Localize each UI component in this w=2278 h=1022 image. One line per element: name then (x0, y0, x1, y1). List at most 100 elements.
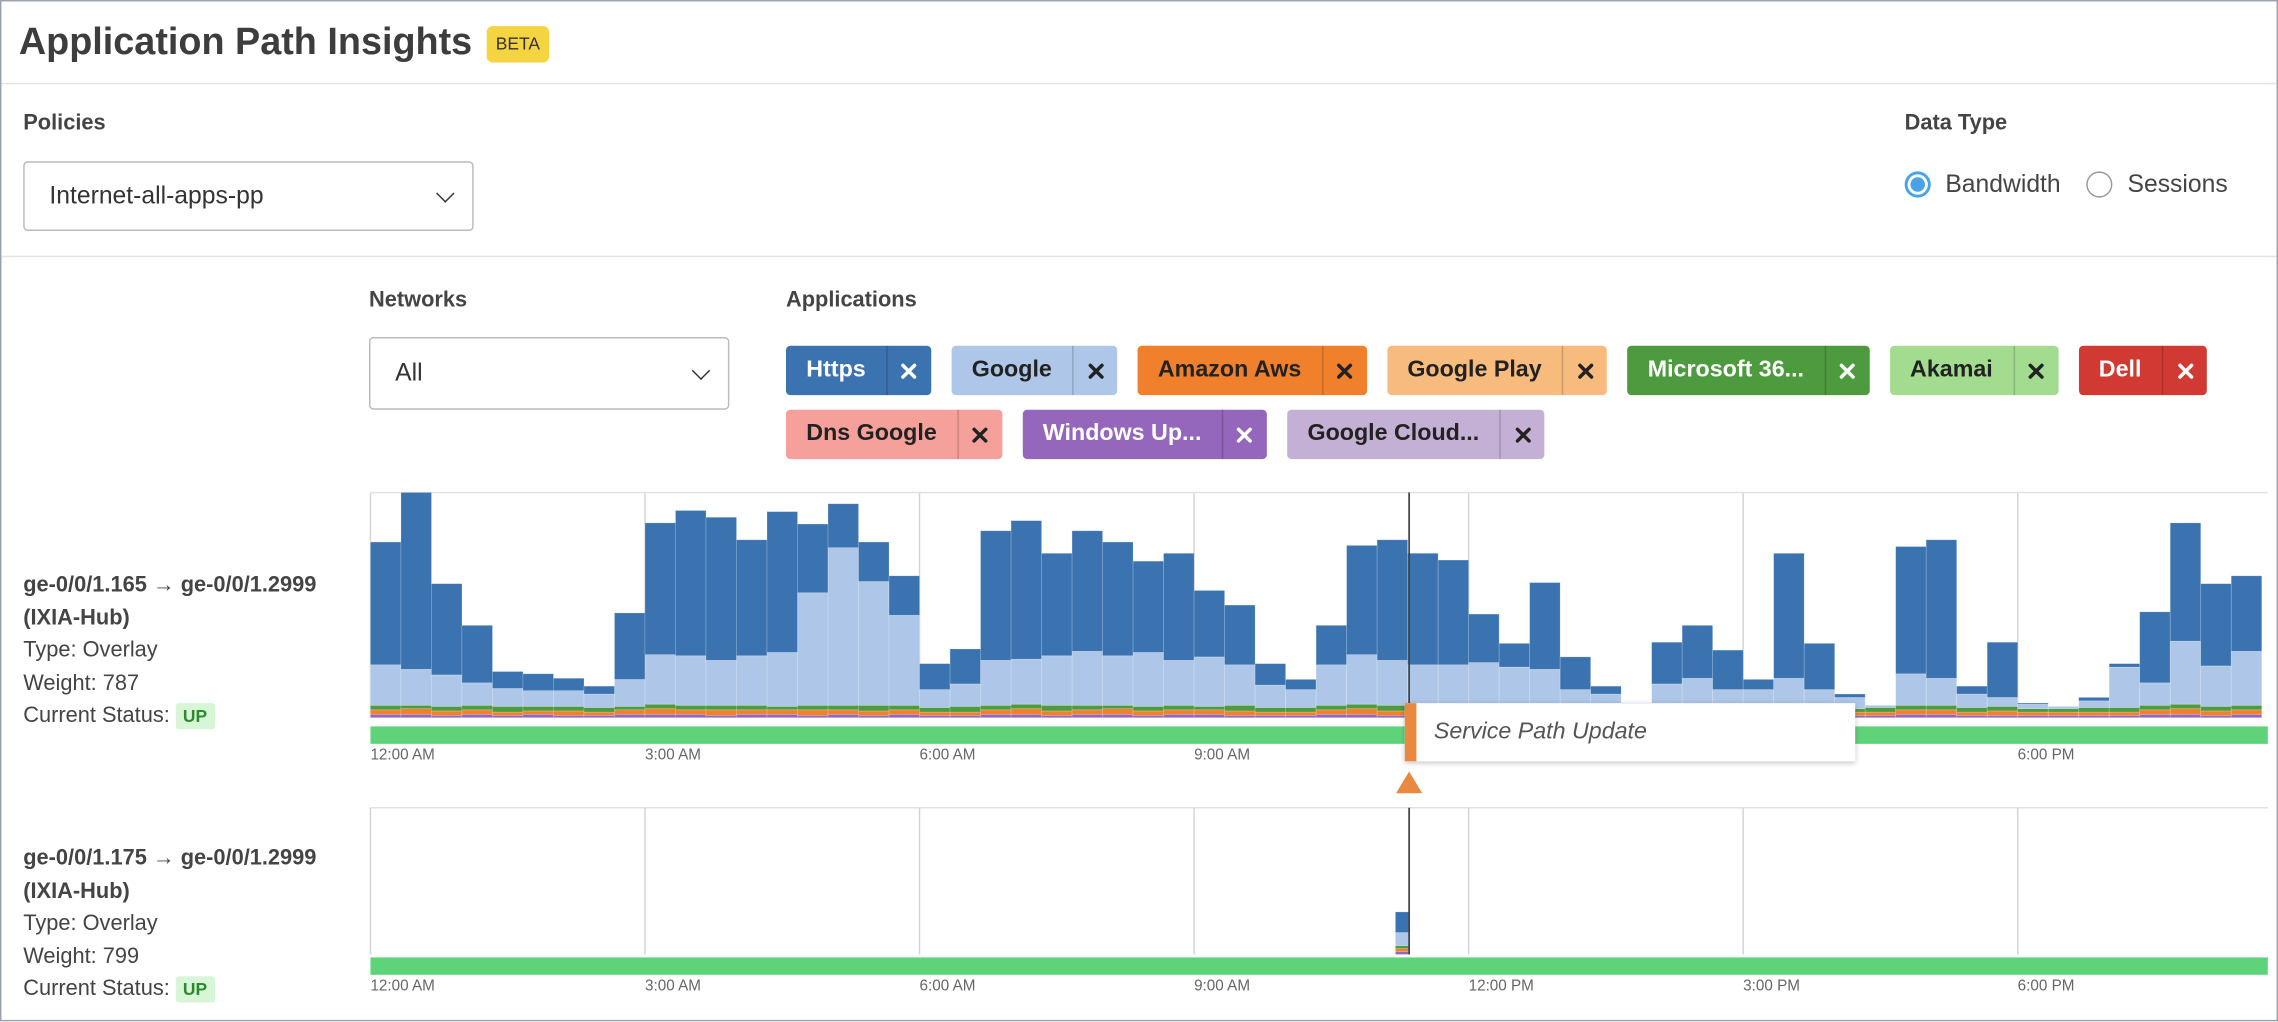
bar-segment (797, 709, 829, 716)
x-icon (1577, 362, 1593, 379)
remove-icon (901, 362, 917, 379)
bar-segment (1254, 711, 1286, 716)
bar-segment (980, 659, 1012, 706)
data-type-label: Data Type (1904, 110, 2008, 136)
bar-segment (400, 492, 432, 670)
chip-remove[interactable] (1072, 345, 1117, 396)
x-tick-label: 12:00 AM (370, 977, 434, 994)
application-chip[interactable]: Akamai (1889, 345, 2059, 396)
bar-segment (2169, 522, 2202, 642)
chip-label: Akamai (1910, 357, 1993, 383)
bar-segment (644, 654, 676, 705)
bar-segment (2169, 640, 2202, 705)
x-icon (1840, 362, 1856, 379)
bar-segment (1395, 945, 1410, 949)
bar-segment (736, 709, 768, 715)
chip-remove[interactable] (2013, 345, 2058, 396)
chip-remove[interactable] (886, 345, 931, 396)
bar-segment (1895, 546, 1927, 675)
bar-segment (1803, 643, 1836, 690)
bar-segment (827, 503, 859, 549)
bar-segment (1315, 664, 1347, 706)
path-weight: Weight: 799 (23, 943, 140, 969)
bar-segment (980, 530, 1012, 661)
remove-icon (2177, 362, 2193, 379)
tooltip-box (1404, 703, 1856, 762)
x-tick-label: 3:00 PM (1743, 977, 1800, 994)
bar-segment (980, 709, 1012, 715)
bar-segment (1102, 713, 1134, 719)
policies-select[interactable]: Internet-all-apps-pp (23, 161, 474, 231)
bar-segment (1102, 541, 1134, 657)
bar-segment (919, 711, 951, 716)
radio-button[interactable] (1904, 171, 1931, 198)
chip-remove[interactable] (1499, 409, 1545, 460)
bar-segment (675, 655, 707, 706)
bar-segment (370, 541, 402, 666)
bar-segment (1346, 545, 1378, 655)
application-chip[interactable]: Https (785, 345, 932, 396)
bar-segment (736, 713, 768, 719)
bar-segment (1986, 710, 2019, 716)
bar-segment (1407, 664, 1439, 706)
bar-segment (2169, 703, 2202, 710)
chip-remove[interactable] (2161, 345, 2207, 396)
chip-remove[interactable] (957, 409, 1002, 460)
data-type-options: Bandwidth Sessions (1904, 169, 2240, 201)
radio-button[interactable] (2086, 171, 2113, 198)
application-chip[interactable]: Google Cloud... (1287, 409, 1545, 460)
bar-segment (2230, 650, 2263, 706)
application-chip[interactable]: Amazon Aws (1137, 345, 1367, 396)
chip-label: Google Cloud... (1307, 421, 1480, 447)
application-chip[interactable]: Dns Google (785, 409, 1003, 460)
bar-segment (2017, 703, 2049, 710)
application-chip[interactable]: Microsoft 36... (1627, 345, 1870, 396)
bar-segment (1395, 948, 1410, 952)
chip-remove[interactable] (1321, 345, 1367, 396)
bar-segment (2200, 710, 2232, 716)
path-type: Type: Overlay (23, 637, 158, 663)
bar-segment (1071, 530, 1103, 652)
bar-segment (1395, 911, 1410, 933)
bar-segment (1132, 706, 1164, 712)
divider (1, 255, 2277, 258)
bar-segment (400, 668, 432, 706)
bar-segment (1285, 679, 1317, 690)
bar-segment (1925, 713, 1958, 719)
path-type: Type: Overlay (23, 910, 158, 936)
bar-segment (2139, 611, 2171, 684)
bar-segment (1315, 713, 1347, 719)
tooltip-accent (1404, 703, 1417, 762)
bar-segment (1864, 707, 1897, 713)
chip-label: Dns Google (806, 421, 937, 447)
application-chip[interactable]: Google Play (1386, 345, 1608, 396)
bar-segment (858, 541, 890, 582)
chip-remove[interactable] (1824, 345, 1869, 396)
x-icon (2028, 362, 2044, 379)
bar-segment (888, 614, 920, 706)
chip-remove[interactable] (1221, 409, 1267, 460)
x-tick-label: 12:00 PM (1469, 977, 1534, 994)
bar-segment (1895, 704, 1927, 711)
bar-segment (553, 677, 585, 692)
bar-segment (980, 713, 1012, 719)
networks-value: All (395, 358, 423, 387)
bar-segment (827, 713, 859, 719)
application-chip[interactable]: Windows Up... (1022, 409, 1267, 460)
bar-segment (2108, 666, 2141, 708)
x-tick-label: 9:00 AM (1194, 977, 1250, 994)
bar-segment (1285, 689, 1317, 708)
bar-segment (1102, 655, 1134, 706)
application-chip[interactable]: Google (951, 345, 1118, 396)
bar-segment (888, 713, 920, 719)
bar-segment (1956, 685, 1988, 695)
remove-icon (1087, 362, 1103, 379)
bar-segment (2230, 713, 2263, 719)
application-chip[interactable]: Dell (2078, 345, 2207, 396)
status-label: Current Status: (23, 976, 170, 1001)
networks-select[interactable]: All (369, 337, 730, 410)
bar-segment (2078, 707, 2110, 713)
chip-remove[interactable] (1561, 345, 1607, 396)
application-chips: Https Google Amazon Aws Google Play Microsof… (785, 345, 2239, 460)
